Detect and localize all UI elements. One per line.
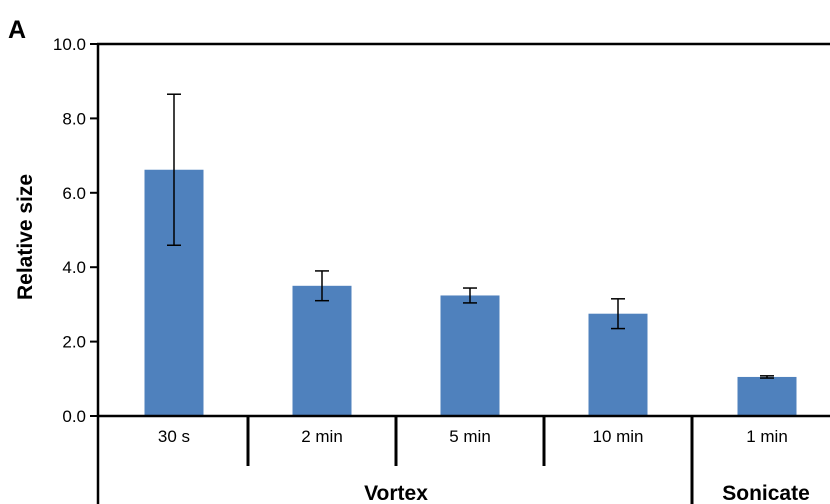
category-label: 2 min — [301, 427, 343, 446]
category-labels: 30 s 2 min 5 min 10 min 1 min — [158, 427, 788, 446]
bar — [588, 313, 648, 416]
y-axis-ticks: 0.0 2.0 4.0 6.0 8.0 10.0 — [53, 35, 98, 426]
error-bars — [167, 93, 774, 379]
y-tick-label: 4.0 — [62, 258, 86, 277]
category-label: 5 min — [449, 427, 491, 446]
y-axis-title: Relative size — [14, 174, 37, 300]
y-tick-label: 0.0 — [62, 407, 86, 426]
bar — [440, 295, 500, 416]
group-label: Vortex — [364, 482, 428, 504]
category-label: 30 s — [158, 427, 190, 446]
group-labels: Vortex Sonicate — [364, 482, 810, 504]
category-separators — [246, 416, 694, 504]
group-label: Sonicate — [722, 482, 810, 504]
y-tick-label: 8.0 — [62, 109, 86, 128]
bar — [737, 376, 797, 416]
y-tick-label: 6.0 — [62, 184, 86, 203]
panel-letter: A — [8, 16, 26, 44]
y-tick-label: 10.0 — [53, 35, 86, 54]
category-label: 10 min — [592, 427, 643, 446]
bar — [292, 285, 352, 416]
bars — [144, 169, 797, 416]
y-tick-label: 2.0 — [62, 333, 86, 352]
category-label: 1 min — [746, 427, 788, 446]
